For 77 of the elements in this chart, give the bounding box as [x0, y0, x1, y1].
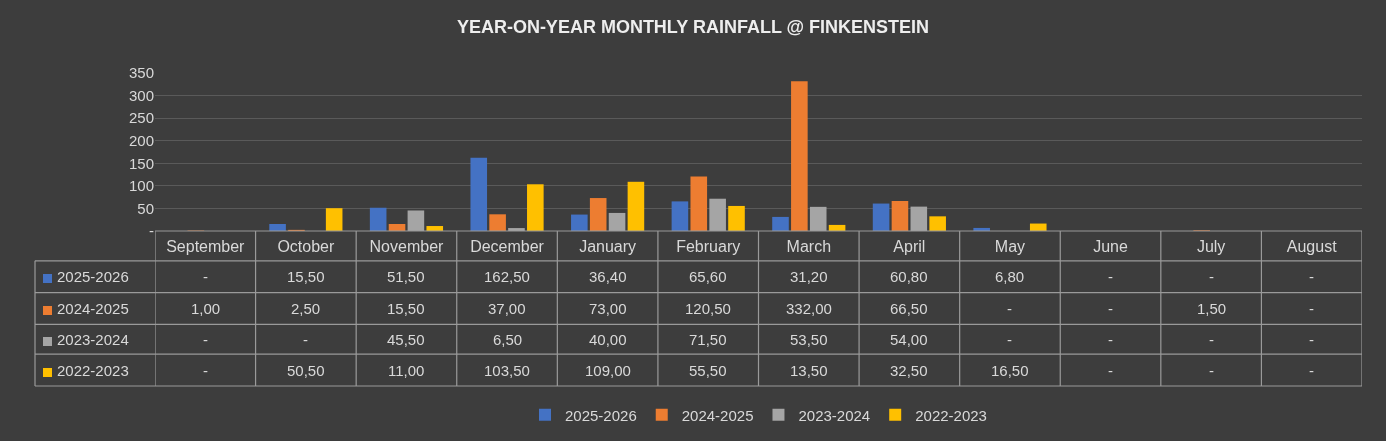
x-tick-label: February — [676, 238, 741, 255]
data-label: 65,60 — [689, 268, 727, 285]
data-label: - — [1209, 362, 1214, 379]
data-label: - — [1309, 300, 1314, 317]
y-tick-label: 50 — [137, 199, 154, 217]
data-label: 1,00 — [191, 300, 221, 317]
x-tick-label: July — [1196, 238, 1226, 255]
data-label: 162,50 — [484, 268, 530, 285]
data-label: 31,20 — [790, 268, 828, 285]
data-label: 37,00 — [488, 300, 526, 317]
data-label: 2,50 — [291, 300, 321, 317]
data-label: 13,50 — [790, 362, 828, 379]
data-label: 15,50 — [287, 268, 325, 285]
data-label: 60,80 — [890, 268, 928, 285]
data-label: - — [303, 331, 308, 348]
data-label: 71,50 — [689, 331, 727, 348]
data-label: 40,00 — [589, 331, 627, 348]
data-label: 11,00 — [388, 362, 425, 379]
data-label: 32,50 — [890, 362, 928, 379]
data-label: - — [203, 331, 208, 348]
data-label: - — [1309, 268, 1314, 285]
y-tick-label: 100 — [128, 177, 154, 195]
y-tick-label: 250 — [128, 109, 154, 127]
data-label: 45,50 — [387, 331, 425, 348]
y-tick-label: 150 — [128, 154, 154, 172]
data-label: 103,50 — [484, 362, 530, 379]
text: 2023-2024 — [57, 331, 129, 348]
x-tick-label: September — [166, 238, 246, 255]
data-label: - — [1309, 362, 1314, 379]
x-tick-label: April — [893, 238, 926, 255]
x-tick-label: May — [994, 238, 1026, 255]
data-label: - — [1108, 331, 1113, 348]
data-label: 53,50 — [790, 331, 828, 348]
data-label: 15,50 — [387, 300, 425, 317]
x-tick-label: January — [579, 238, 637, 255]
data-label: 109,00 — [585, 362, 631, 379]
data-label: - — [1209, 331, 1214, 348]
data-label: - — [1108, 300, 1113, 317]
text: 2022-2023 — [57, 362, 129, 379]
text: 2025-2026 — [565, 406, 637, 424]
data-label: 66,50 — [890, 300, 928, 317]
data-label: - — [203, 268, 208, 285]
legend-label: 2022-2023 — [915, 406, 987, 424]
data-label: - — [1007, 331, 1012, 348]
y-tick-label: - — [149, 222, 154, 240]
y-tick-label: 200 — [128, 131, 154, 149]
legend-label: 2025-2026 — [57, 268, 129, 285]
data-label: 51,50 — [387, 268, 425, 285]
chart-title: YEAR-ON-YEAR MONTHLY RAINFALL @ FINKENSTEIN — [456, 16, 930, 37]
y-tick-label: 350 — [128, 64, 154, 82]
x-tick-label: June — [1093, 238, 1128, 255]
x-tick-label: October — [277, 238, 336, 255]
data-label: - — [1108, 268, 1113, 285]
data-label: 36,40 — [589, 268, 627, 285]
x-tick-label: March — [786, 238, 832, 255]
data-label: 16,50 — [991, 362, 1029, 379]
data-label: - — [1007, 300, 1012, 317]
data-label: 55,50 — [689, 362, 727, 379]
text: 2024-2025 — [681, 406, 754, 424]
legend-label: 2023-2024 — [798, 406, 871, 424]
x-tick-label: December — [470, 238, 545, 255]
x-tick-label: November — [369, 238, 445, 255]
legend-label: 2024-2025 — [57, 300, 129, 317]
data-label: - — [1108, 362, 1113, 379]
data-label: 50,50 — [287, 362, 325, 379]
data-label: - — [1209, 268, 1214, 285]
data-label: 73,00 — [589, 300, 627, 317]
data-label: 332,00 — [786, 300, 832, 317]
data-label: 6,80 — [995, 268, 1025, 285]
data-label: 54,00 — [890, 331, 928, 348]
x-tick-label: August — [1286, 238, 1338, 255]
data-label: 120,50 — [685, 300, 731, 317]
y-tick-label: 300 — [128, 86, 154, 104]
data-label: - — [1309, 331, 1314, 348]
data-label: - — [203, 362, 208, 379]
data-label: 6,50 — [493, 331, 523, 348]
data-label: 1,50 — [1197, 300, 1227, 317]
